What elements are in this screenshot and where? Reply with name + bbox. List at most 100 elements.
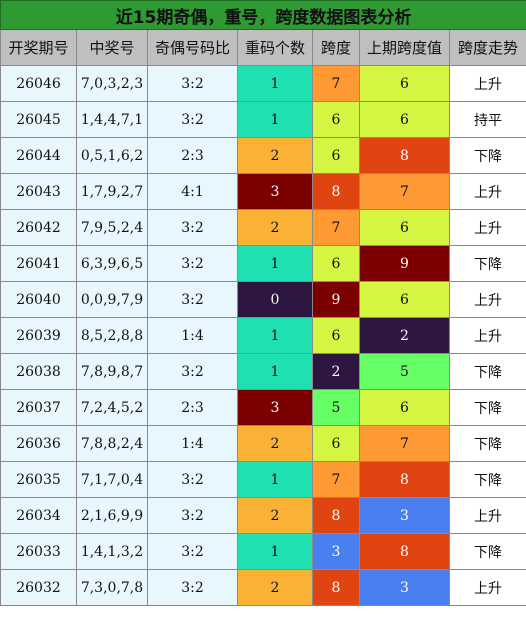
repeat-count-cell: 1 xyxy=(237,461,313,498)
table-row: 26037 7,2,4,5,2 2:3 3 5 6 下降 xyxy=(0,389,526,426)
prev-span-cell: 5 xyxy=(359,353,450,390)
odd-even-cell: 1:4 xyxy=(147,317,238,354)
repeat-count-cell: 1 xyxy=(237,317,313,354)
repeat-count-cell: 2 xyxy=(237,569,313,606)
odd-even-cell: 2:3 xyxy=(147,389,238,426)
trend-cell: 下降 xyxy=(448,389,526,426)
numbers-cell: 1,4,1,3,2 xyxy=(76,533,148,570)
col-header-span: 跨度 xyxy=(312,29,360,66)
trend-cell: 上升 xyxy=(448,317,526,354)
odd-even-cell: 3:2 xyxy=(147,533,238,570)
trend-cell: 上升 xyxy=(448,209,526,246)
trend-cell: 上升 xyxy=(448,65,526,102)
col-header-numbers: 中奖号 xyxy=(76,29,148,66)
odd-even-cell: 3:2 xyxy=(147,461,238,498)
prev-span-cell: 8 xyxy=(359,137,450,174)
span-cell: 8 xyxy=(312,569,360,606)
prev-span-cell: 6 xyxy=(359,281,450,318)
issue-cell: 26039 xyxy=(0,317,77,354)
repeat-count-cell: 2 xyxy=(237,425,313,462)
issue-cell: 26034 xyxy=(0,497,77,534)
trend-cell: 下降 xyxy=(448,245,526,282)
numbers-cell: 7,8,9,8,7 xyxy=(76,353,148,390)
odd-even-cell: 3:2 xyxy=(147,101,238,138)
repeat-count-cell: 2 xyxy=(237,497,313,534)
numbers-cell: 0,5,1,6,2 xyxy=(76,137,148,174)
repeat-count-cell: 3 xyxy=(237,173,313,210)
header-row: 开奖期号 中奖号 奇偶号码比 重码个数 跨度 上期跨度值 跨度走势 xyxy=(0,29,526,66)
table-row: 26036 7,8,8,2,4 1:4 2 6 7 下降 xyxy=(0,425,526,462)
repeat-count-cell: 1 xyxy=(237,65,313,102)
numbers-cell: 7,1,7,0,4 xyxy=(76,461,148,498)
span-cell: 7 xyxy=(312,65,360,102)
title-row: 近15期奇偶，重号，跨度数据图表分析 xyxy=(0,0,526,30)
col-header-prev-span: 上期跨度值 xyxy=(359,29,450,66)
numbers-cell: 6,3,9,6,5 xyxy=(76,245,148,282)
trend-cell: 下降 xyxy=(448,461,526,498)
span-cell: 2 xyxy=(312,353,360,390)
table-row: 26045 1,4,4,7,1 3:2 1 6 6 持平 xyxy=(0,101,526,138)
issue-cell: 26033 xyxy=(0,533,77,570)
col-header-issue: 开奖期号 xyxy=(0,29,77,66)
numbers-cell: 7,9,5,2,4 xyxy=(76,209,148,246)
odd-even-cell: 2:3 xyxy=(147,137,238,174)
trend-cell: 上升 xyxy=(448,497,526,534)
issue-cell: 26043 xyxy=(0,173,77,210)
span-cell: 6 xyxy=(312,137,360,174)
prev-span-cell: 9 xyxy=(359,245,450,282)
repeat-count-cell: 2 xyxy=(237,209,313,246)
table-row: 26041 6,3,9,6,5 3:2 1 6 9 下降 xyxy=(0,245,526,282)
repeat-count-cell: 1 xyxy=(237,533,313,570)
trend-cell: 持平 xyxy=(448,101,526,138)
span-cell: 5 xyxy=(312,389,360,426)
issue-cell: 26037 xyxy=(0,389,77,426)
span-cell: 7 xyxy=(312,209,360,246)
table-row: 26046 7,0,3,2,3 3:2 1 7 6 上升 xyxy=(0,65,526,102)
odd-even-cell: 3:2 xyxy=(147,353,238,390)
trend-cell: 上升 xyxy=(448,173,526,210)
span-cell: 3 xyxy=(312,533,360,570)
span-cell: 8 xyxy=(312,173,360,210)
odd-even-cell: 3:2 xyxy=(147,65,238,102)
issue-cell: 26038 xyxy=(0,353,77,390)
prev-span-cell: 8 xyxy=(359,461,450,498)
issue-cell: 26044 xyxy=(0,137,77,174)
table-row: 26033 1,4,1,3,2 3:2 1 3 8 下降 xyxy=(0,533,526,570)
repeat-count-cell: 0 xyxy=(237,281,313,318)
span-cell: 6 xyxy=(312,425,360,462)
prev-span-cell: 7 xyxy=(359,173,450,210)
odd-even-cell: 3:2 xyxy=(147,281,238,318)
table-row: 26040 0,0,9,7,9 3:2 0 9 6 上升 xyxy=(0,281,526,318)
prev-span-cell: 6 xyxy=(359,209,450,246)
lottery-analysis-table: 近15期奇偶，重号，跨度数据图表分析 开奖期号 中奖号 奇偶号码比 重码个数 跨… xyxy=(0,0,526,606)
issue-cell: 26040 xyxy=(0,281,77,318)
prev-span-cell: 6 xyxy=(359,389,450,426)
odd-even-cell: 3:2 xyxy=(147,497,238,534)
span-cell: 9 xyxy=(312,281,360,318)
repeat-count-cell: 2 xyxy=(237,137,313,174)
numbers-cell: 7,0,3,2,3 xyxy=(76,65,148,102)
table-row: 26038 7,8,9,8,7 3:2 1 2 5 下降 xyxy=(0,353,526,390)
numbers-cell: 7,2,4,5,2 xyxy=(76,389,148,426)
numbers-cell: 0,0,9,7,9 xyxy=(76,281,148,318)
prev-span-cell: 3 xyxy=(359,497,450,534)
repeat-count-cell: 1 xyxy=(237,245,313,282)
issue-cell: 26042 xyxy=(0,209,77,246)
table-row: 26032 7,3,0,7,8 3:2 2 8 3 上升 xyxy=(0,569,526,606)
issue-cell: 26032 xyxy=(0,569,77,606)
trend-cell: 上升 xyxy=(448,569,526,606)
span-cell: 8 xyxy=(312,497,360,534)
trend-cell: 下降 xyxy=(448,137,526,174)
issue-cell: 26035 xyxy=(0,461,77,498)
col-header-repeat: 重码个数 xyxy=(237,29,313,66)
repeat-count-cell: 1 xyxy=(237,101,313,138)
issue-cell: 26036 xyxy=(0,425,77,462)
prev-span-cell: 6 xyxy=(359,101,450,138)
col-header-trend: 跨度走势 xyxy=(448,29,526,66)
span-cell: 6 xyxy=(312,101,360,138)
numbers-cell: 7,8,8,2,4 xyxy=(76,425,148,462)
span-cell: 6 xyxy=(312,245,360,282)
numbers-cell: 8,5,2,8,8 xyxy=(76,317,148,354)
table-row: 26042 7,9,5,2,4 3:2 2 7 6 上升 xyxy=(0,209,526,246)
